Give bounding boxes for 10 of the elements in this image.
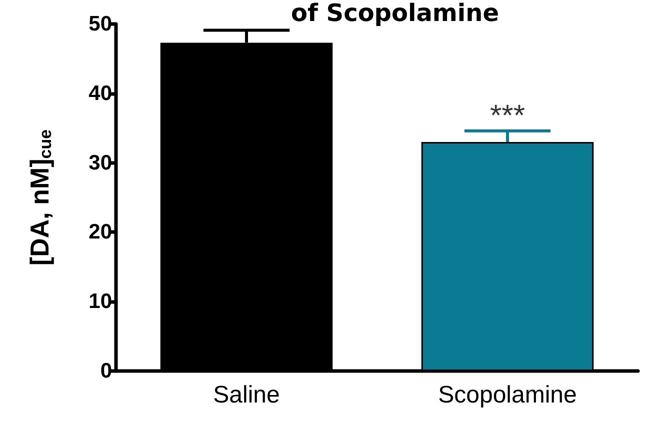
chart-title: of Scopolamine: [291, 0, 499, 27]
y-tick-label: 30: [88, 151, 112, 174]
y-tick-label: 20: [88, 220, 112, 244]
y-axis-title: [DA, nM]cue: [24, 129, 55, 266]
y-tick-label: 10: [88, 290, 112, 314]
y-tick-label: 50: [88, 12, 112, 36]
annotation: ***: [490, 99, 526, 132]
x-tick-label: Saline: [213, 382, 280, 408]
y-tick-label: 40: [88, 82, 112, 105]
x-tick-label: Scopolamine: [438, 382, 577, 408]
